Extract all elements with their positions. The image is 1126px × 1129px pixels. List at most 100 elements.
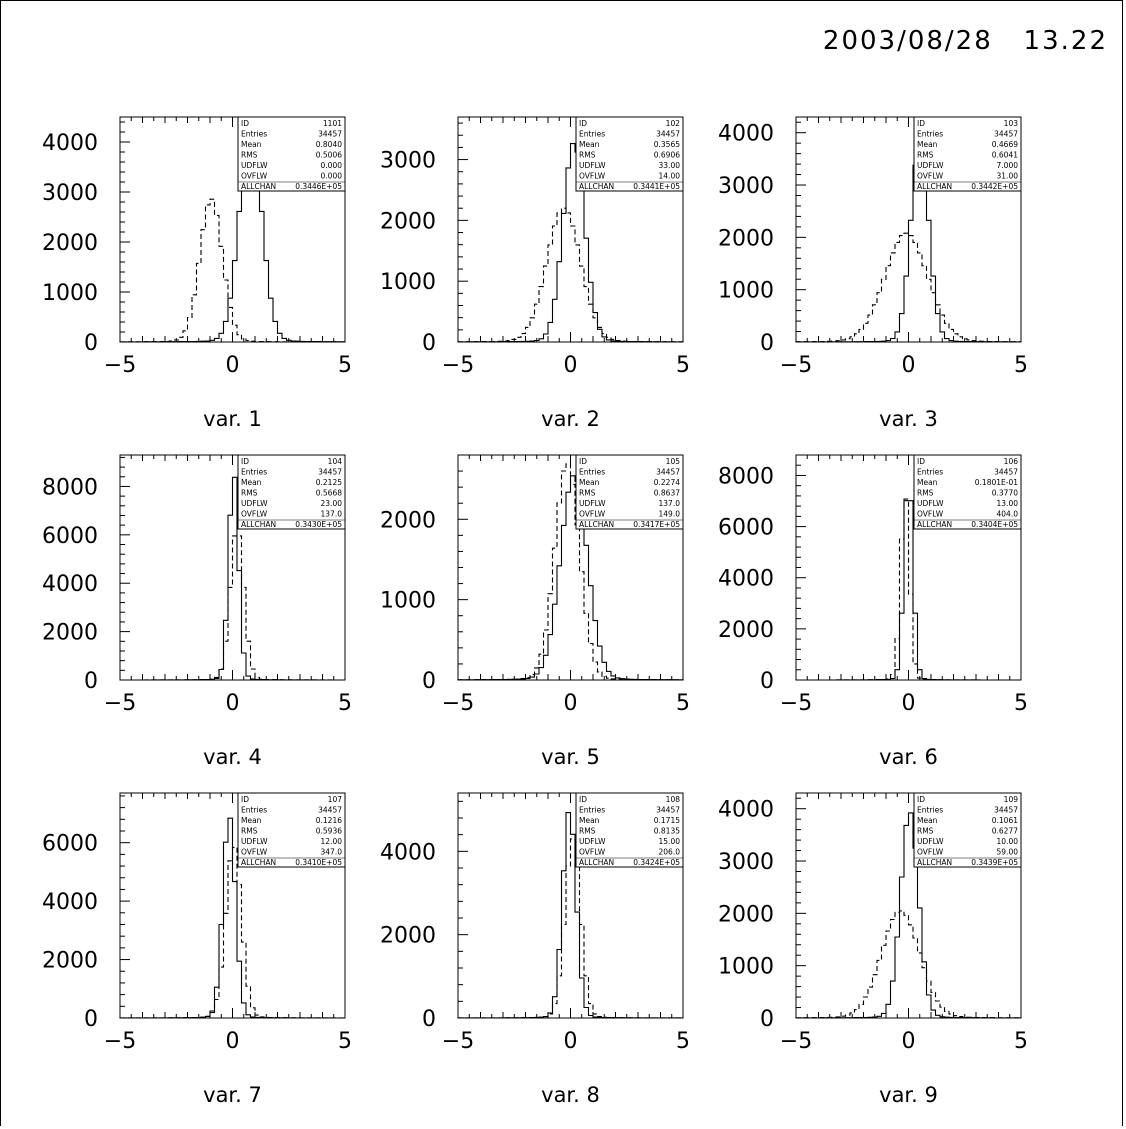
histogram-dashed-series	[119, 846, 346, 1019]
stats-key: Mean	[241, 816, 262, 825]
x-tick-label: 5	[676, 353, 690, 378]
x-axis-label: var. 9	[879, 1083, 938, 1107]
stats-key: RMS	[241, 827, 258, 836]
stats-key: RMS	[917, 151, 934, 160]
stats-key: UDFLW	[579, 161, 606, 170]
stats-key: UDFLW	[241, 161, 268, 170]
x-tick-label: −5	[780, 353, 812, 378]
y-tick-label: 0	[422, 669, 436, 694]
stats-key: ALLCHAN	[241, 182, 276, 191]
x-tick-label: −5	[104, 353, 136, 378]
stats-key: OVFLW	[241, 510, 268, 519]
y-tick-label: 1000	[718, 279, 774, 304]
x-tick-label: 0	[564, 691, 578, 716]
stats-value: 0.6906	[654, 151, 680, 160]
x-tick-label: 0	[564, 353, 578, 378]
stats-value: 0.3441E+05	[633, 182, 680, 191]
stats-value: 206.0	[659, 848, 681, 857]
stats-value: 13.00	[997, 499, 1019, 508]
stats-value: 0.000	[321, 172, 343, 181]
y-tick-label: 8000	[42, 475, 98, 500]
y-tick-label: 2000	[42, 949, 98, 974]
x-axis-label: var. 5	[541, 745, 600, 769]
stats-value: 0.3442E+05	[971, 182, 1018, 191]
x-axis-label: var. 2	[541, 407, 600, 431]
x-tick-label: −5	[104, 1029, 136, 1054]
stats-value: 1101	[323, 119, 342, 128]
stats-key: OVFLW	[579, 172, 606, 181]
x-axis-label: var. 8	[541, 1083, 600, 1107]
stats-key: ALLCHAN	[241, 858, 276, 867]
y-tick-label: 2000	[718, 618, 774, 643]
stats-value: 0.2274	[654, 478, 680, 487]
stats-key: Entries	[241, 468, 267, 477]
stats-value: 0.000	[321, 161, 343, 170]
x-tick-label: 0	[226, 1029, 240, 1054]
stats-value: 34457	[656, 806, 680, 815]
stats-key: ALLCHAN	[579, 520, 614, 529]
y-tick-label: 2000	[718, 226, 774, 251]
stats-key: RMS	[579, 151, 596, 160]
x-tick-label: 0	[226, 691, 240, 716]
x-tick-label: −5	[442, 353, 474, 378]
stats-value: 0.8135	[654, 827, 680, 836]
y-tick-label: 2000	[42, 621, 98, 646]
stats-value: 109	[1004, 795, 1019, 804]
stats-key: ID	[579, 795, 587, 804]
stats-value: 15.00	[659, 837, 681, 846]
stats-key: ALLCHAN	[917, 520, 952, 529]
y-tick-label: 2000	[380, 209, 436, 234]
stats-key: Mean	[579, 140, 600, 149]
stats-key: Mean	[579, 478, 600, 487]
stats-key: Entries	[579, 806, 605, 815]
stats-key: UDFLW	[579, 499, 606, 508]
stats-value: 0.4669	[992, 140, 1018, 149]
stats-value: 34457	[994, 468, 1018, 477]
stats-value: 0.3439E+05	[971, 858, 1018, 867]
y-tick-label: 4000	[42, 572, 98, 597]
stats-box	[913, 116, 1022, 192]
stats-key: Mean	[917, 816, 938, 825]
histogram-dashed-series	[795, 910, 1022, 1019]
x-tick-label: 5	[676, 691, 690, 716]
stats-key: ID	[241, 457, 249, 466]
stats-key: OVFLW	[579, 848, 606, 857]
x-tick-label: −5	[104, 691, 136, 716]
stats-value: 0.8040	[316, 140, 342, 149]
stats-value: 34457	[318, 468, 342, 477]
y-tick-label: 1000	[718, 955, 774, 980]
stats-value: 0.1061	[992, 816, 1018, 825]
stats-key: ID	[917, 457, 925, 466]
y-tick-label: 2000	[380, 924, 436, 949]
stats-key: Mean	[579, 816, 600, 825]
stats-key: ID	[917, 795, 925, 804]
x-tick-label: 5	[338, 353, 352, 378]
x-tick-label: 0	[902, 691, 916, 716]
stats-value: 0.1801E-01	[975, 478, 1018, 487]
histogram-dashed-series	[457, 463, 684, 681]
stats-key: Entries	[579, 468, 605, 477]
stats-value: 34457	[994, 130, 1018, 139]
stats-value: 137.0	[659, 499, 681, 508]
stats-key: Entries	[579, 130, 605, 139]
stats-value: 59.00	[997, 848, 1019, 857]
stats-box	[913, 454, 1022, 530]
stats-value: 106	[1004, 457, 1019, 466]
y-tick-label: 0	[760, 1007, 774, 1032]
stats-key: ID	[241, 119, 249, 128]
stats-value: 0.3424E+05	[633, 858, 680, 867]
histogram-dashed-series	[796, 498, 1021, 681]
x-tick-label: 0	[226, 353, 240, 378]
stats-value: 0.6277	[992, 827, 1018, 836]
stats-key: Entries	[917, 130, 943, 139]
stats-value: 0.6041	[992, 151, 1018, 160]
stats-value: 149.0	[659, 510, 681, 519]
stats-value: 0.3404E+05	[971, 520, 1018, 529]
x-tick-label: −5	[442, 1029, 474, 1054]
